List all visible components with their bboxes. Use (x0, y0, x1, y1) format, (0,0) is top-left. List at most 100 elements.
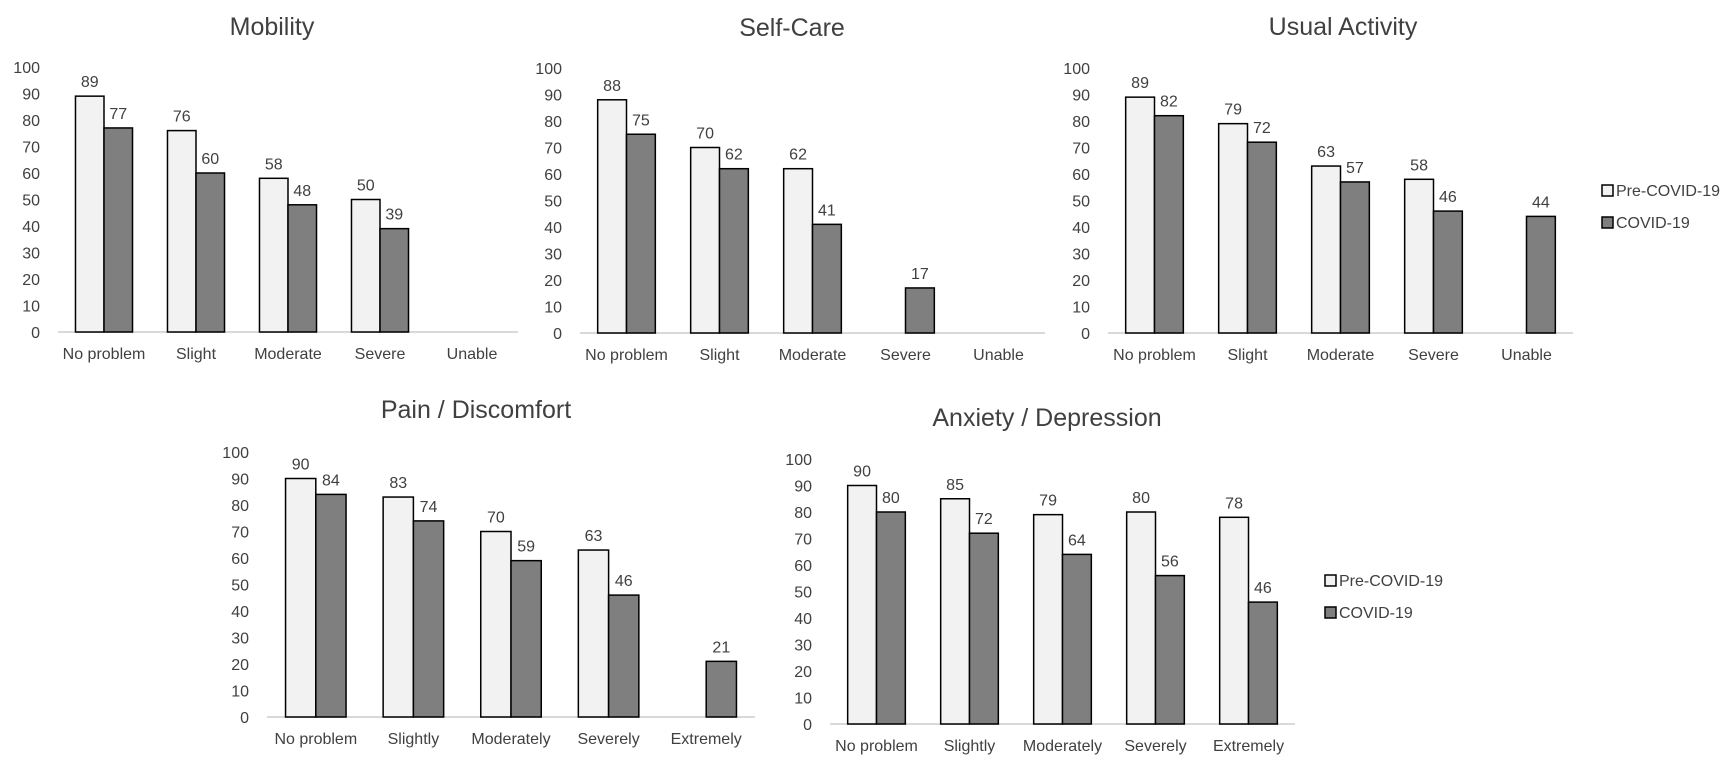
data-label: 62 (789, 147, 807, 164)
data-label: 85 (946, 477, 964, 494)
y-tick-label: 80 (231, 498, 249, 515)
y-tick-label: 20 (1072, 273, 1090, 290)
y-tick-label: 60 (231, 551, 249, 568)
data-label: 46 (615, 573, 633, 590)
y-tick-label: 30 (1072, 247, 1090, 264)
data-label: 59 (517, 539, 535, 556)
x-tick-label: Slight (699, 347, 740, 364)
bar-covid (1432, 210, 1464, 334)
x-tick-label: Moderately (471, 731, 550, 748)
data-label: 44 (1532, 194, 1550, 211)
y-tick-label: 50 (1072, 194, 1090, 211)
y-tick-label: 40 (794, 611, 812, 628)
y-tick-label: 40 (231, 604, 249, 621)
y-tick-label: 80 (22, 113, 40, 130)
data-label: 70 (487, 510, 505, 527)
data-label: 70 (696, 126, 714, 143)
y-tick-label: 80 (1072, 114, 1090, 131)
data-label: 48 (293, 183, 311, 200)
y-tick-label: 10 (1072, 300, 1090, 317)
y-tick-label: 40 (22, 219, 40, 236)
legend-swatch-pre-covid (1324, 574, 1337, 587)
bar-covid (103, 127, 134, 333)
bar-covid (968, 532, 1000, 725)
bar-covid (718, 167, 750, 334)
bar-covid (625, 133, 657, 334)
data-label: 90 (853, 464, 871, 481)
y-tick-label: 90 (22, 87, 40, 104)
y-tick-label: 100 (1063, 61, 1090, 78)
y-tick-label: 0 (553, 326, 562, 343)
x-tick-label: Moderate (779, 347, 847, 364)
bar-pre-covid (1125, 511, 1157, 725)
x-tick-label: Moderately (1023, 738, 1102, 755)
bar-covid (875, 511, 907, 725)
bar-covid (1525, 215, 1557, 334)
bar-covid (1247, 601, 1279, 725)
x-tick-label: Extremely (1213, 738, 1284, 755)
bar-pre-covid (1218, 516, 1250, 725)
bar-pre-covid (166, 129, 197, 333)
y-tick-label: 100 (535, 61, 562, 78)
y-tick-label: 10 (544, 300, 562, 317)
bar-pre-covid (689, 146, 721, 334)
y-tick-label: 70 (544, 141, 562, 158)
bar-covid (1246, 141, 1278, 334)
bar-covid (1061, 553, 1093, 725)
data-label: 57 (1346, 160, 1364, 177)
chart-title: Pain / Discomfort (381, 396, 571, 424)
data-label: 21 (712, 639, 730, 656)
y-tick-label: 10 (22, 299, 40, 316)
y-tick-label: 10 (794, 691, 812, 708)
data-label: 50 (357, 178, 375, 195)
x-tick-label: Moderate (1307, 347, 1375, 364)
data-label: 46 (1439, 189, 1457, 206)
y-tick-label: 0 (31, 325, 40, 342)
bar-covid (287, 204, 318, 333)
y-tick-label: 30 (231, 631, 249, 648)
x-tick-label: Severe (355, 346, 406, 363)
bar-covid (379, 227, 410, 333)
bar-covid (412, 520, 445, 718)
data-label: 62 (725, 147, 743, 164)
x-tick-label: Moderate (254, 346, 322, 363)
bar-pre-covid (846, 484, 878, 725)
x-tick-label: No problem (63, 346, 146, 363)
y-tick-label: 90 (544, 88, 562, 105)
bar-pre-covid (258, 177, 289, 333)
chart-title: Mobility (230, 13, 315, 41)
x-tick-label: No problem (274, 731, 357, 748)
data-label: 75 (632, 112, 650, 129)
data-label: 60 (201, 151, 219, 168)
bar-pre-covid (782, 167, 814, 334)
chart-title: Anxiety / Depression (932, 404, 1161, 432)
y-tick-label: 50 (794, 585, 812, 602)
x-tick-label: No problem (585, 347, 668, 364)
y-tick-label: 60 (544, 167, 562, 184)
bar-covid (904, 287, 936, 334)
data-label: 17 (911, 266, 929, 283)
bar-pre-covid (1310, 165, 1342, 334)
x-tick-label: Severe (880, 347, 931, 364)
bar-pre-covid (1217, 122, 1249, 334)
data-label: 63 (1317, 144, 1335, 161)
x-tick-label: Unable (447, 346, 498, 363)
bar-pre-covid (382, 496, 415, 718)
legend-swatch-covid (1324, 606, 1337, 619)
bar-covid (510, 559, 543, 718)
data-label: 58 (1410, 157, 1428, 174)
data-label: 80 (882, 490, 900, 507)
bar-covid (811, 223, 843, 334)
bar-covid (195, 172, 226, 333)
y-tick-label: 0 (1081, 326, 1090, 343)
y-tick-label: 100 (785, 452, 812, 469)
bar-pre-covid (284, 477, 317, 718)
x-tick-label: No problem (835, 738, 918, 755)
y-tick-label: 100 (222, 445, 249, 462)
data-label: 63 (585, 528, 603, 545)
bar-pre-covid (1403, 178, 1435, 334)
y-tick-label: 70 (794, 532, 812, 549)
bar-pre-covid (350, 198, 381, 333)
data-label: 89 (1131, 75, 1149, 92)
bar-covid (1153, 114, 1185, 334)
